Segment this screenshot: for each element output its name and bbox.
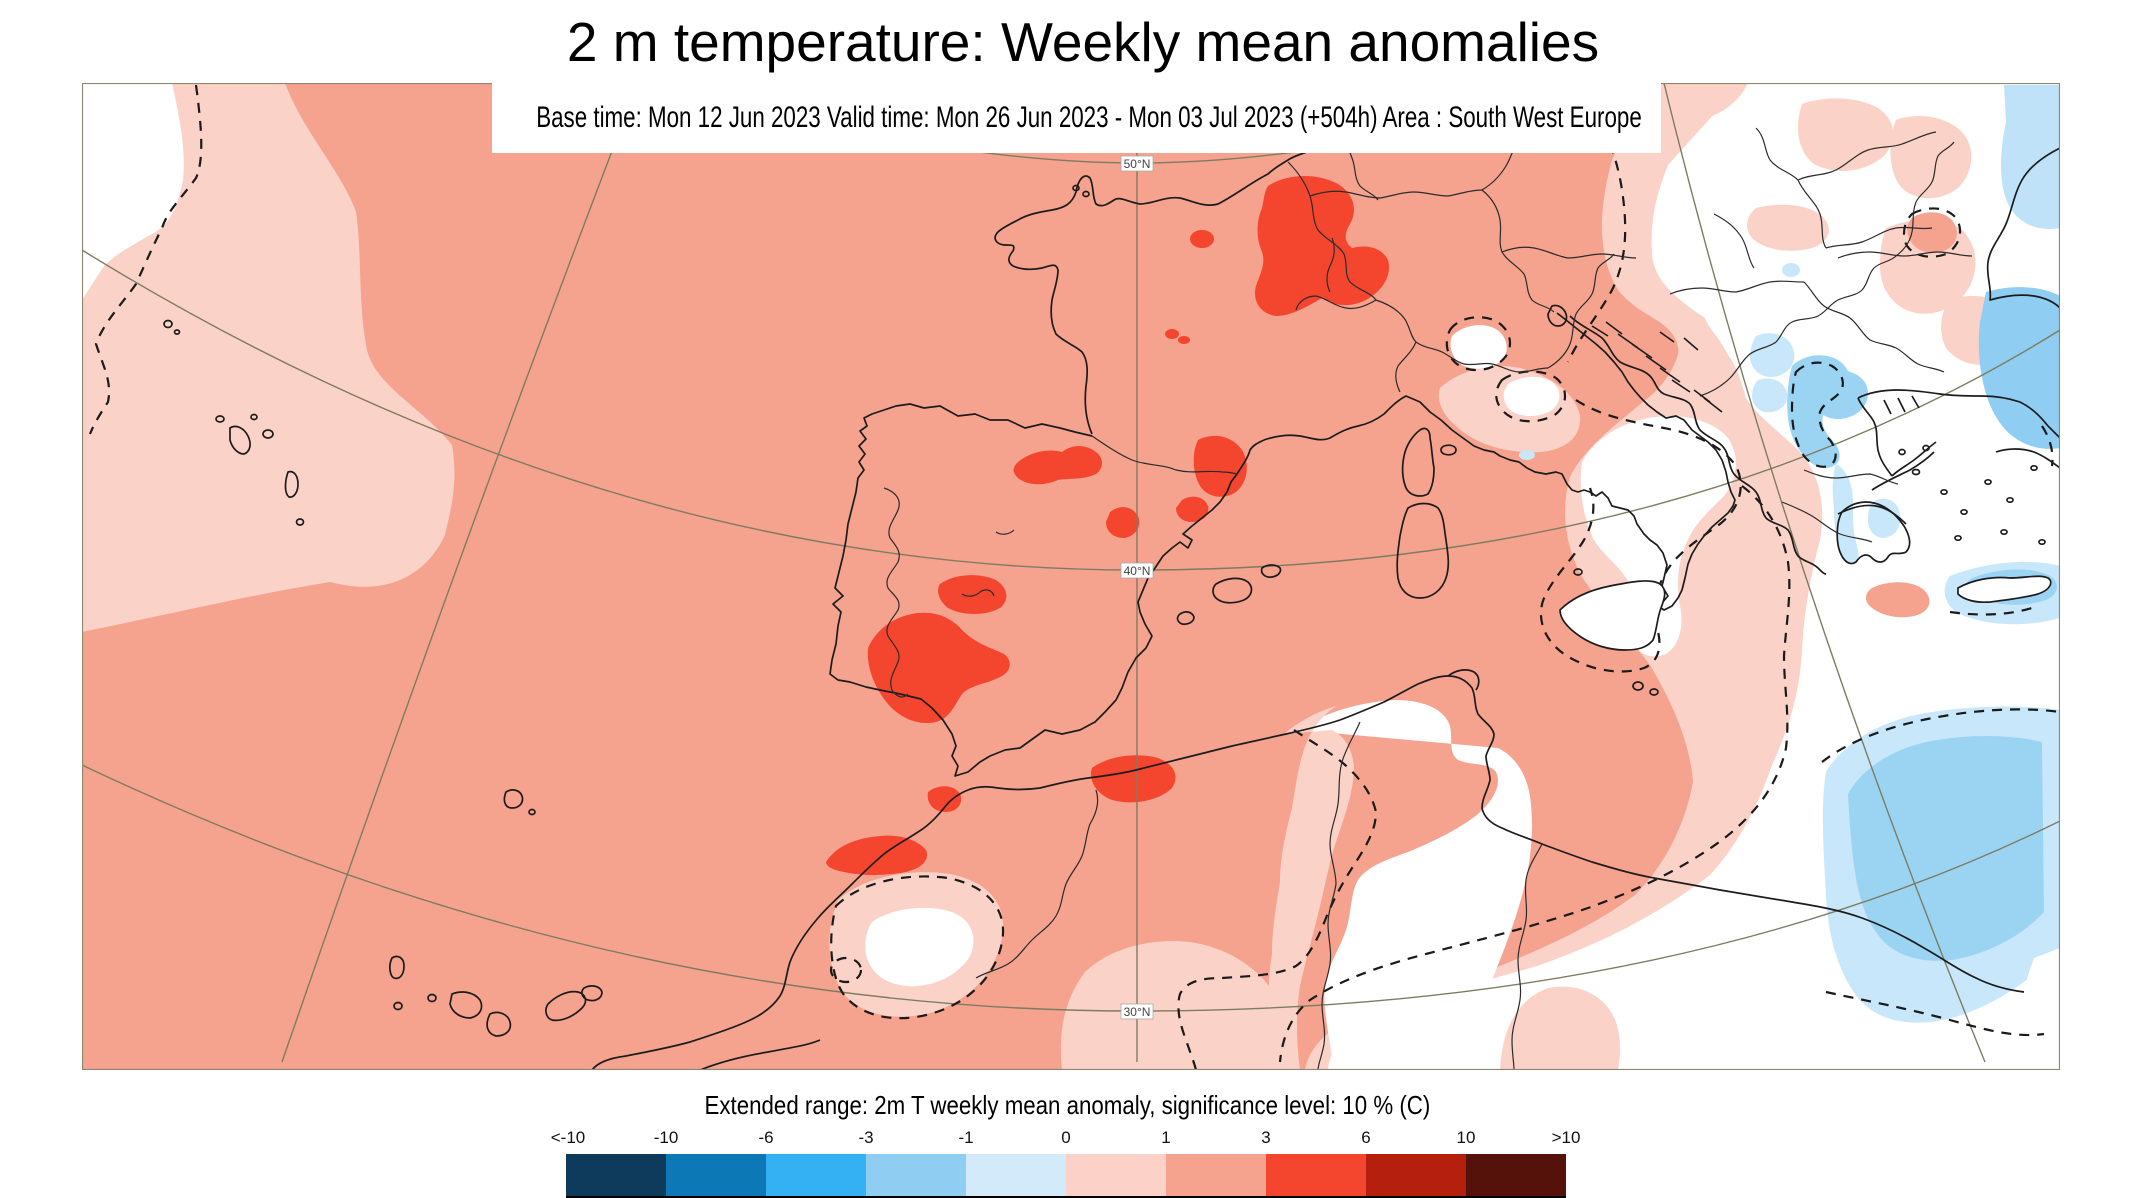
svg-text:40°N: 40°N (1124, 564, 1151, 578)
svg-text:30°N: 30°N (1124, 1005, 1151, 1019)
svg-text:50°N: 50°N (1124, 157, 1151, 171)
